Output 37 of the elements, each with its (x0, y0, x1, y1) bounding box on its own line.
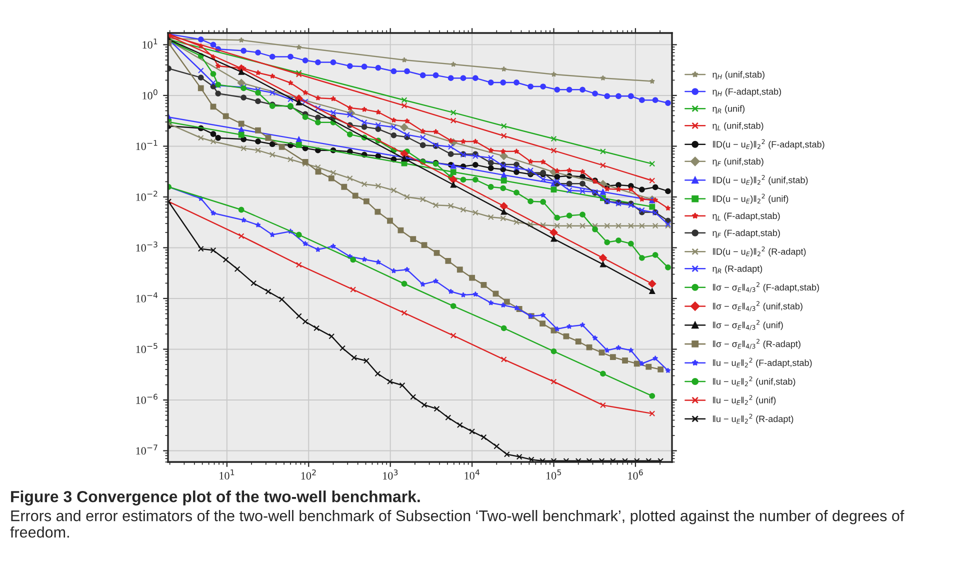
legend-label: ‖u − u$_{E}$‖$_{2}$$^{2}$ (unif) (713, 395, 776, 406)
y-tick-label: 10$^{1}$ (142, 38, 158, 49)
x-tick-label: 10$^{6}$ (628, 469, 643, 480)
legend-label: η$_{F}$ (F-adapt,stab) (712, 229, 780, 238)
x-tick-label: 10$^{3}$ (383, 469, 398, 480)
x-tick-label: 10$^{1}$ (220, 469, 234, 480)
legend-label: ‖σ − σ$_{E}$‖$_{4/3}$$^{2}$ (F-adapt,stab) (713, 282, 819, 293)
legend-label: ‖σ − σ$_{E}$‖$_{4/3}$$^{2}$ (unif) (713, 320, 783, 330)
legend-label: ‖u − u$_{E}$‖$_{2}$$^{2}$ (F-adapt,stab) (713, 358, 812, 368)
legend-label: ‖u − u$_{E}$‖$_{2}$$^{2}$ (R-adapt) (713, 414, 794, 424)
y-tick-label: 10$^{−2}$ (136, 190, 158, 201)
legend-label: ‖D(u − u$_{E}$)‖$_{2}$$^{2}$ (unif) (713, 194, 788, 204)
y-tick-label: 10$^{−5}$ (136, 343, 158, 354)
legend-label: η$_{H}$ (unif,stab) (712, 71, 764, 80)
text: Errors and error estimators of the two-well benchmark of Subsection ‘Two-well benchmark’, plotted against the number of degrees of freedom. (10, 510, 904, 538)
x-tick-label: 10$^{4}$ (464, 469, 480, 480)
legend-label: ‖u − u$_{E}$‖$_{2}$$^{2}$ (unif,stab) (713, 376, 796, 386)
x-tick-label: 10$^{5}$ (546, 469, 561, 480)
legend-label: η$_{H}$ (F-adapt,stab) (712, 88, 781, 97)
legend-label: η$_{R}$ (unif) (712, 105, 745, 114)
y-tick-label: 10$^{−1}$ (136, 140, 158, 150)
legend-label: ‖σ − σ$_{E}$‖$_{4/3}$$^{2}$ (R-adapt) (713, 338, 800, 350)
legend-label: ‖σ − σ$_{E}$‖$_{4/3}$$^{2}$ (unif,stab) (713, 301, 802, 312)
legend-label: η$_{R}$ (R-adapt) (712, 265, 762, 274)
legend-label: ‖D(u − u$_{E}$)‖$_{2}$$^{2}$ (F-adapt,stab) (713, 139, 824, 150)
y-tick-label: 10$^{0}$ (142, 89, 158, 100)
legend-label: η$_{L}$ (unif,stab) (712, 122, 764, 131)
x-tick-label: 10$^{2}$ (301, 469, 316, 480)
text: Figure 3 Convergence plot of the two-well benchmark. (11, 490, 420, 506)
y-tick-label: 10$^{−3}$ (136, 242, 158, 252)
y-tick-label: 10$^{−7}$ (136, 444, 158, 455)
y-tick-label: 10$^{−4}$ (136, 292, 158, 302)
legend-label: ‖D(u − u$_{E}$)‖$_{2}$$^{2}$ (unif,stab) (713, 175, 808, 186)
legend-label: η$_{L}$ (F-adapt,stab) (712, 212, 780, 221)
legend-label: η$_{F}$ (unif,stab) (712, 158, 764, 166)
y-tick-label: 10$^{−6}$ (136, 394, 158, 404)
legend-label: ‖D(u − u$_{E}$)‖$_{2}$$^{2}$ (R-adapt) (713, 246, 806, 257)
